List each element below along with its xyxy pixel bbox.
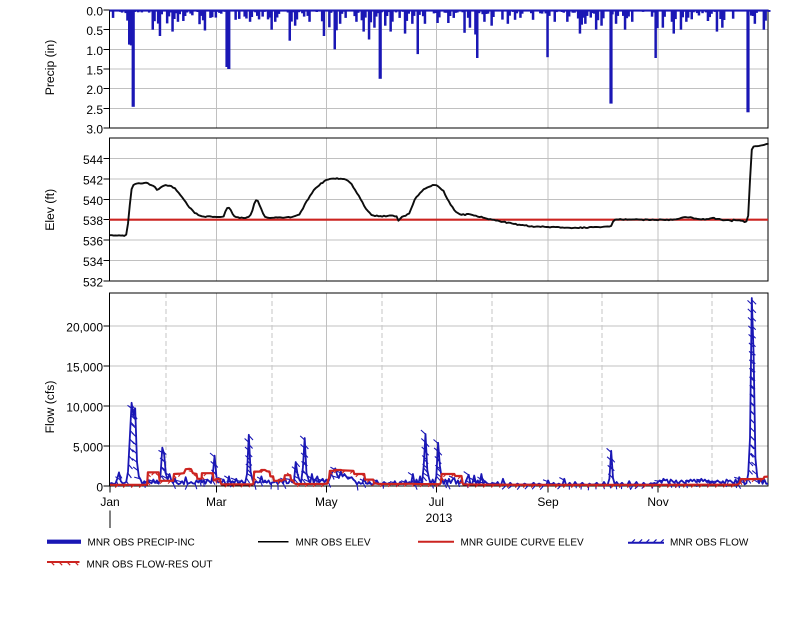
svg-text:Sep: Sep <box>537 495 559 509</box>
svg-text:1.5: 1.5 <box>86 64 103 78</box>
svg-text:15,000: 15,000 <box>66 360 103 374</box>
svg-text:MNR OBS ELEV: MNR OBS ELEV <box>296 538 371 549</box>
svg-text:Precip (in): Precip (in) <box>43 40 57 96</box>
svg-text:3.0: 3.0 <box>86 123 103 137</box>
svg-text:20,000: 20,000 <box>66 320 103 334</box>
svg-text:Elev (ft): Elev (ft) <box>43 189 57 231</box>
svg-text:MNR OBS PRECIP-INC: MNR OBS PRECIP-INC <box>88 538 195 549</box>
svg-text:1.0: 1.0 <box>86 44 103 58</box>
svg-text:Flow (cfs): Flow (cfs) <box>43 381 57 434</box>
svg-text:MNR OBS FLOW: MNR OBS FLOW <box>670 538 749 549</box>
svg-text:MNR OBS FLOW-RES OUT: MNR OBS FLOW-RES OUT <box>87 559 213 570</box>
svg-text:538: 538 <box>83 214 103 228</box>
svg-text:Mar: Mar <box>206 495 227 509</box>
svg-text:MNR GUIDE CURVE ELEV: MNR GUIDE CURVE ELEV <box>461 538 585 549</box>
svg-text:5,000: 5,000 <box>73 440 103 454</box>
svg-text:534: 534 <box>83 255 103 269</box>
svg-text:Jul: Jul <box>429 495 444 509</box>
svg-text:544: 544 <box>83 153 103 167</box>
svg-text:2.5: 2.5 <box>86 103 103 117</box>
svg-text:2.0: 2.0 <box>86 83 103 97</box>
svg-text:536: 536 <box>83 235 103 249</box>
svg-text:0: 0 <box>96 480 103 494</box>
svg-text:2013: 2013 <box>426 511 453 525</box>
svg-text:10,000: 10,000 <box>66 400 103 414</box>
svg-text:0.5: 0.5 <box>86 24 103 38</box>
svg-text:540: 540 <box>83 194 103 208</box>
svg-text:Nov: Nov <box>647 495 668 509</box>
svg-text:0.0: 0.0 <box>86 5 103 19</box>
svg-text:May: May <box>315 495 338 509</box>
svg-text:Jan: Jan <box>100 495 119 509</box>
svg-text:532: 532 <box>83 276 103 290</box>
svg-text:542: 542 <box>83 173 103 187</box>
